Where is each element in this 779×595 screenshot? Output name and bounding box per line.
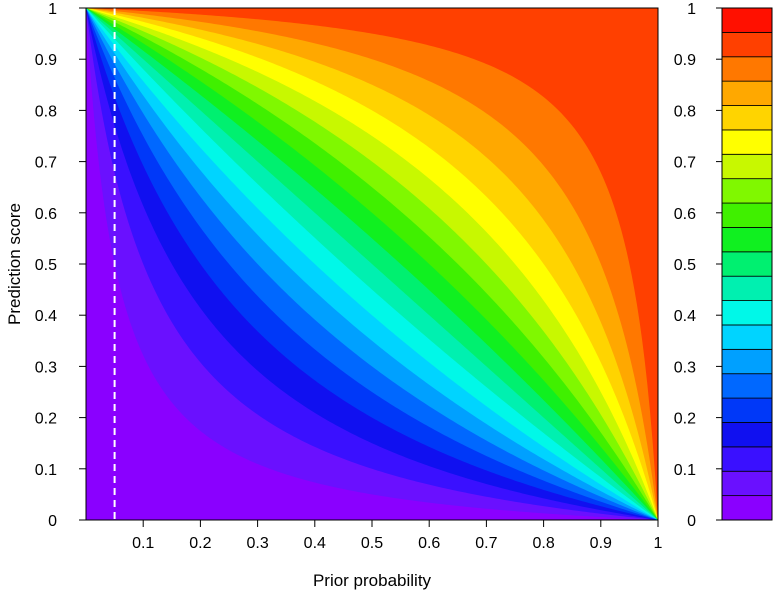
colorbar-swatch bbox=[721, 56, 773, 82]
y-tick-label: 0.1 bbox=[35, 462, 57, 479]
x-tick-label: 1 bbox=[654, 535, 663, 552]
colorbar-swatch bbox=[721, 495, 773, 521]
colorbar-swatch bbox=[721, 300, 773, 326]
colorbar-swatch bbox=[721, 129, 773, 155]
colorbar-swatch bbox=[721, 422, 773, 448]
colorbar-swatch bbox=[721, 153, 773, 180]
colorbar-swatch bbox=[721, 80, 773, 106]
colorbar-tick-label: 0.6 bbox=[674, 206, 696, 223]
colorbar-swatch bbox=[721, 397, 773, 423]
colorbar-tick-label: 0.3 bbox=[674, 359, 696, 376]
colorbar-swatch bbox=[721, 178, 773, 204]
colorbar-swatch bbox=[721, 31, 773, 58]
y-tick-label: 0.2 bbox=[35, 411, 57, 428]
y-tick-label: 0.9 bbox=[35, 52, 57, 69]
y-tick-label: 0.6 bbox=[35, 206, 57, 223]
colorbar-swatch bbox=[721, 446, 773, 472]
x-tick-label: 0.1 bbox=[132, 535, 154, 552]
colorbar-tick-label: 0.7 bbox=[674, 155, 696, 172]
x-tick-label: 0.4 bbox=[304, 535, 326, 552]
plot-area bbox=[86, 8, 658, 520]
colorbar-tick-label: 0.2 bbox=[674, 411, 696, 428]
colorbar-tick-label: 0.1 bbox=[674, 462, 696, 479]
y-tick-label: 0 bbox=[48, 513, 57, 530]
colorbar-tick-label: 0.8 bbox=[674, 103, 696, 120]
y-tick-label: 1 bbox=[48, 1, 57, 18]
y-axis-ticks: 0 0.1 0.2 0.3 0.4 0.5 0.6 0.7 0.8 0.9 1 bbox=[35, 1, 86, 530]
x-tick-label: 0.3 bbox=[246, 535, 268, 552]
x-tick-label: 0.8 bbox=[532, 535, 554, 552]
colorbar-swatch bbox=[721, 7, 773, 33]
y-axis-label: Prediction score bbox=[5, 203, 24, 325]
x-tick-label: 0.9 bbox=[590, 535, 612, 552]
contour-band-17 bbox=[86, 8, 658, 520]
y-tick-label: 0.7 bbox=[35, 155, 57, 172]
colorbar-swatch bbox=[721, 348, 773, 375]
x-tick-label: 0.2 bbox=[189, 535, 211, 552]
y-tick-label: 0.5 bbox=[35, 257, 57, 274]
x-axis-label: Prior probability bbox=[313, 571, 432, 590]
colorbar-swatch bbox=[721, 105, 773, 131]
x-tick-label: 0.5 bbox=[361, 535, 383, 552]
colorbar-swatch bbox=[721, 275, 773, 301]
colorbar-swatch bbox=[721, 202, 773, 228]
colorbar-tick-label: 0.5 bbox=[674, 257, 696, 274]
colorbar-tick-label: 0.9 bbox=[674, 52, 696, 69]
colorbar-swatch bbox=[721, 470, 773, 497]
x-tick-label: 0.6 bbox=[418, 535, 440, 552]
colorbar-tick-label: 0.4 bbox=[674, 308, 696, 325]
colorbar-swatch bbox=[721, 324, 773, 350]
colorbar-tick-label: 1 bbox=[687, 1, 696, 18]
y-tick-label: 0.4 bbox=[35, 308, 57, 325]
colorbar bbox=[721, 7, 773, 521]
x-tick-label: 0.7 bbox=[475, 535, 497, 552]
colorbar-swatch bbox=[721, 227, 773, 253]
colorbar-swatch bbox=[721, 251, 773, 277]
colorbar-ticks: 0 0.1 0.2 0.3 0.4 0.5 0.6 0.7 0.8 0.9 1 bbox=[674, 1, 722, 530]
colorbar-tick-label: 0 bbox=[687, 513, 696, 530]
x-axis-ticks: 0.1 0.2 0.3 0.4 0.5 0.6 0.7 0.8 0.9 1 bbox=[132, 520, 663, 552]
y-tick-label: 0.3 bbox=[35, 359, 57, 376]
y-tick-label: 0.8 bbox=[35, 103, 57, 120]
colorbar-swatch bbox=[721, 373, 773, 399]
contour-band-19 bbox=[86, 8, 658, 520]
